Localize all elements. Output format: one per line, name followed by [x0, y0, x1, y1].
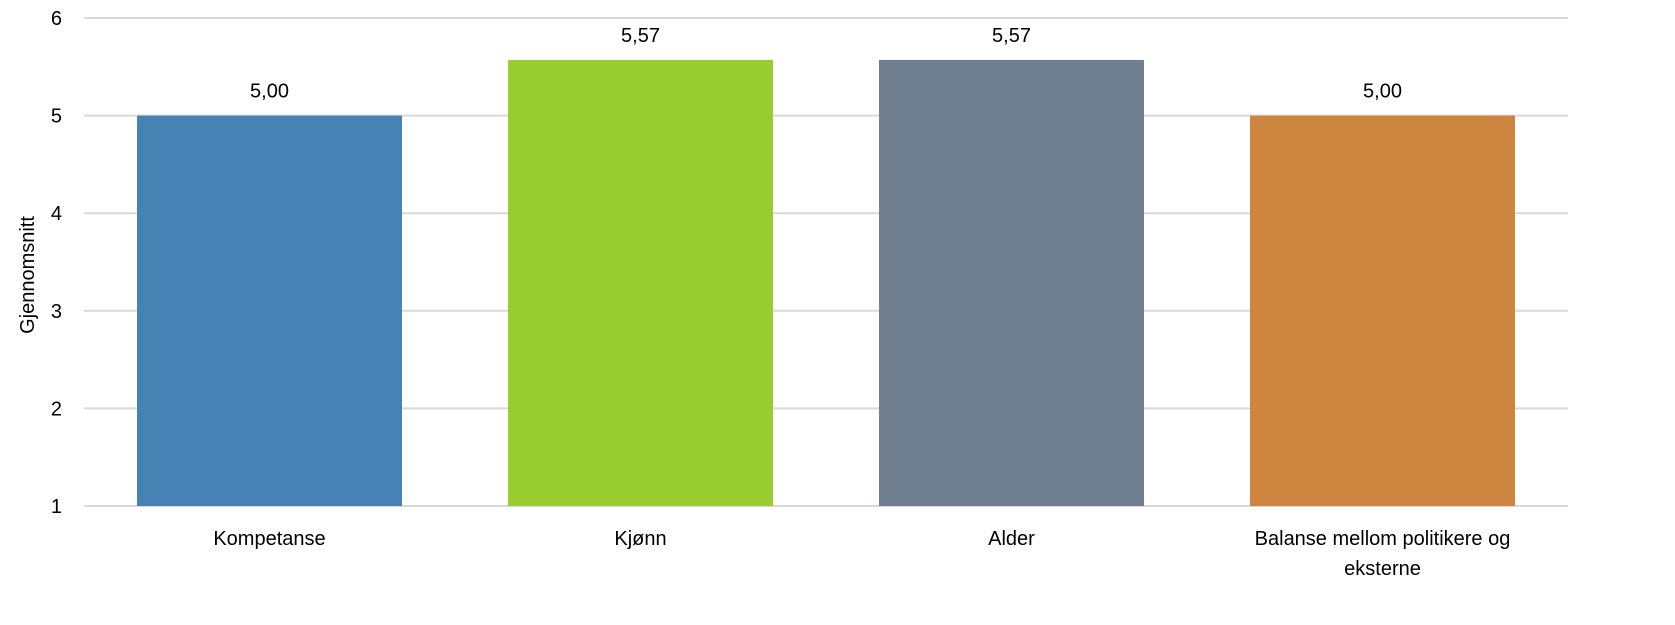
y-tick-label: 5	[51, 106, 62, 128]
y-tick-label: 6	[51, 8, 62, 30]
data-label: 5,00	[1363, 81, 1402, 103]
bars	[137, 59, 1515, 507]
x-axis-categories: Kompetanse Kjønn Alder Balanse mellom polit…	[213, 528, 1510, 580]
y-tick-label: 4	[51, 203, 62, 225]
data-label: 5,00	[250, 81, 289, 103]
bar	[1250, 115, 1515, 506]
y-tick-label: 2	[51, 398, 62, 420]
bar	[508, 59, 773, 507]
category-label: eksterne	[1344, 558, 1421, 580]
y-axis-title: Gjennomsnitt	[17, 216, 39, 334]
y-axis-ticks: 1 2 3 4 5 6	[51, 8, 62, 518]
category-label: Kompetanse	[213, 528, 325, 550]
data-labels: 5,00 5,57 5,57 5,00	[250, 25, 1402, 103]
data-label: 5,57	[992, 25, 1031, 47]
category-label: Balanse mellom politikere og	[1255, 528, 1511, 550]
bar	[879, 59, 1144, 507]
y-tick-label: 3	[51, 301, 62, 323]
data-label: 5,57	[621, 25, 660, 47]
category-label: Kjønn	[614, 528, 666, 550]
category-label: Alder	[988, 528, 1035, 550]
y-tick-label: 1	[51, 496, 62, 518]
bar	[137, 115, 402, 506]
